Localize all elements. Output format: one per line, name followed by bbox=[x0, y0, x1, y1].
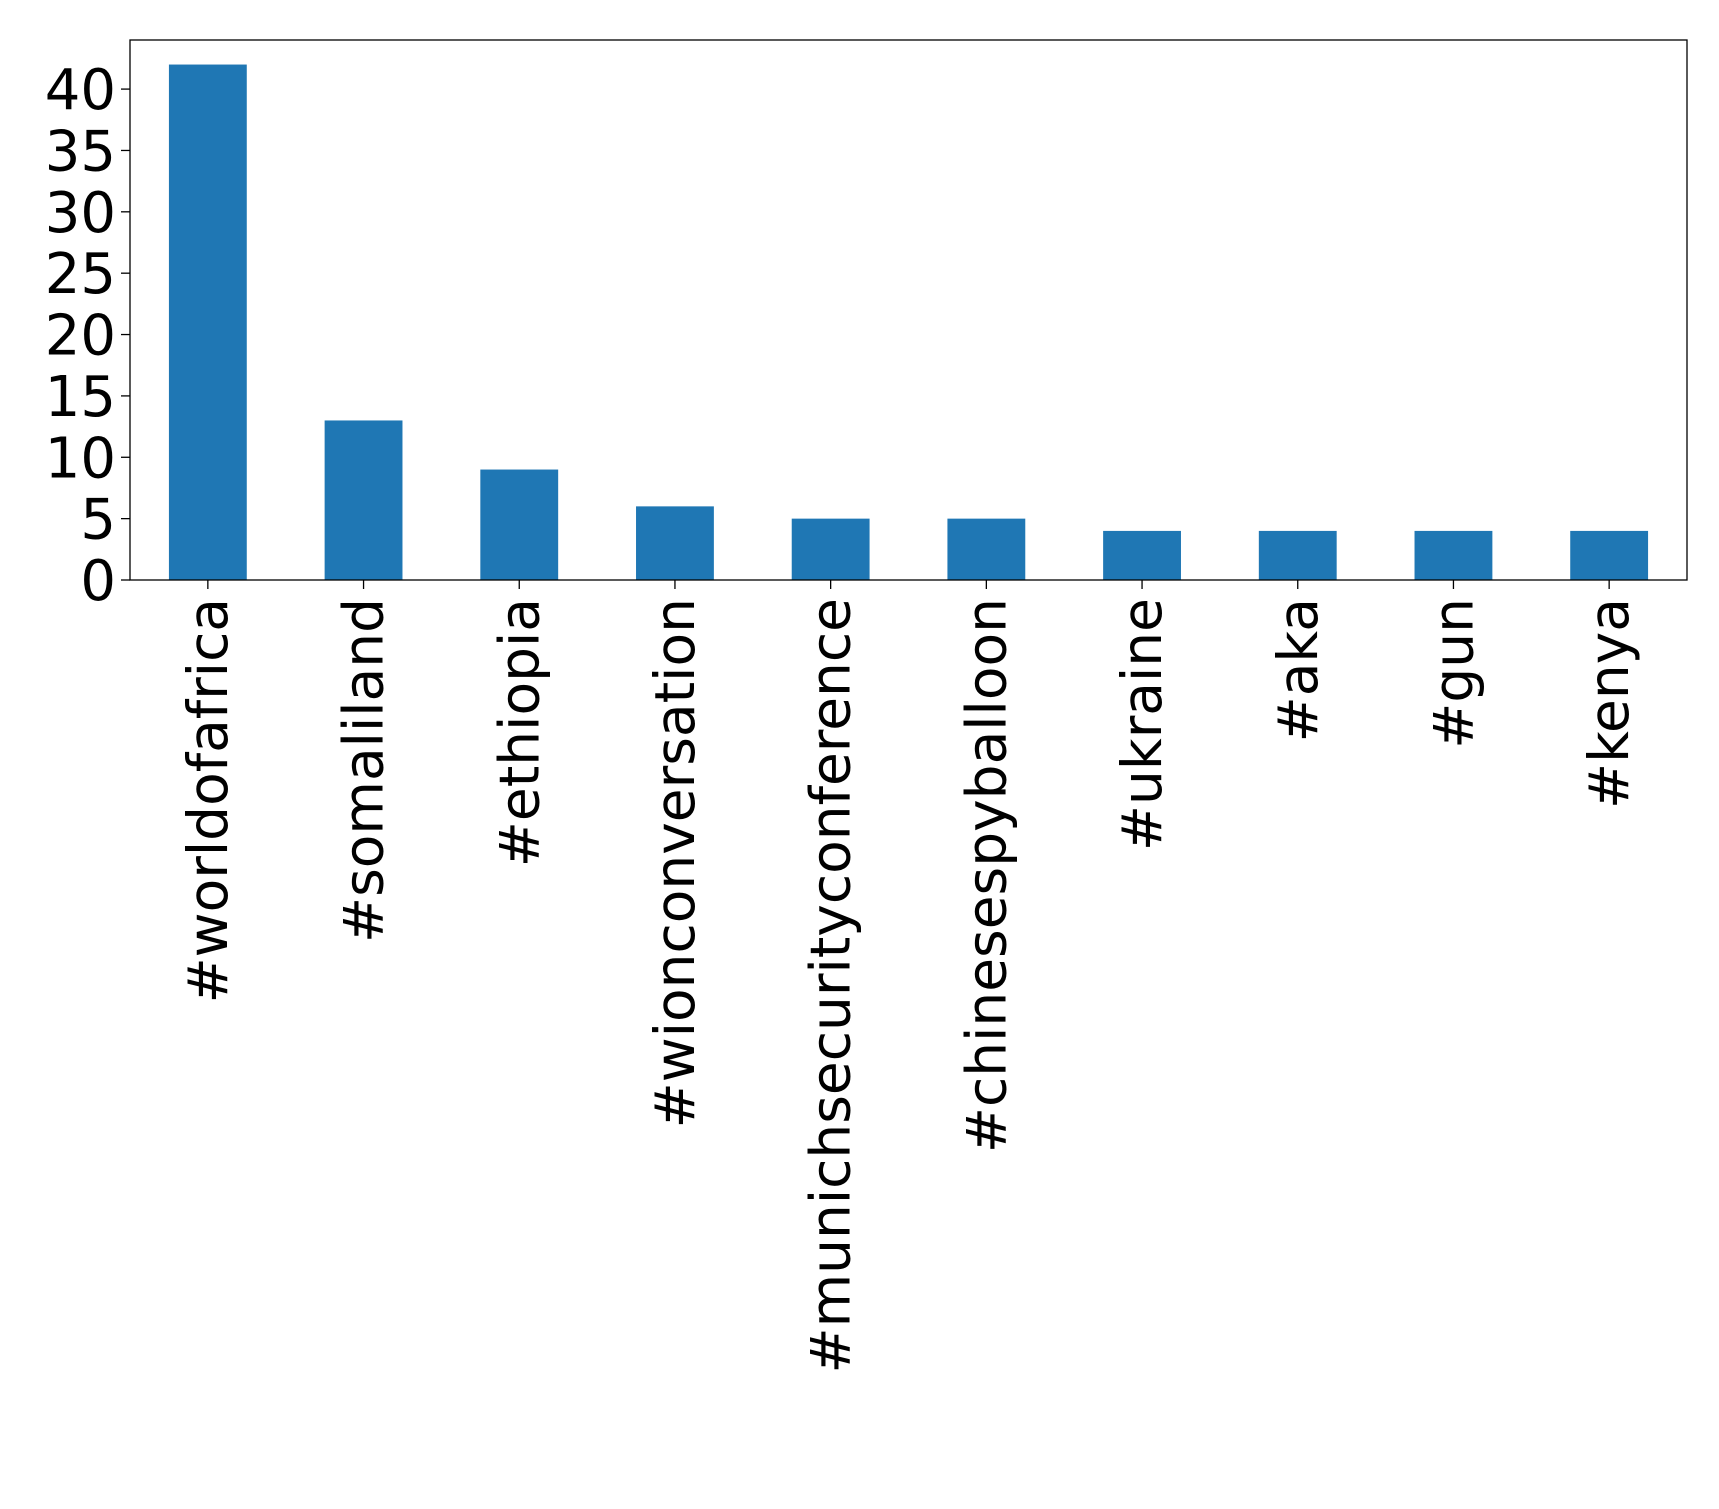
bar bbox=[480, 469, 559, 580]
x-tick-label: #gun bbox=[1421, 598, 1485, 749]
x-tick-label: #munichsecurityconference bbox=[799, 598, 863, 1373]
bar bbox=[1414, 530, 1493, 580]
bar bbox=[1103, 530, 1181, 580]
bars-group bbox=[168, 64, 1649, 580]
x-tick-label: #aka bbox=[1266, 598, 1330, 742]
y-tick-label: 0 bbox=[80, 549, 116, 614]
bar bbox=[791, 518, 870, 580]
y-tick-label: 15 bbox=[45, 365, 116, 430]
bar bbox=[168, 64, 247, 580]
x-tick-label: #wionconversation bbox=[643, 598, 707, 1128]
x-tick-label: #somaliland bbox=[332, 598, 396, 943]
bar bbox=[636, 506, 714, 580]
bar bbox=[947, 518, 1026, 580]
bar bbox=[1258, 530, 1337, 580]
x-axis: #worldofafrica #somaliland #ethiopia #wionc… bbox=[176, 580, 1641, 1373]
x-tick-label: #worldofafrica bbox=[176, 598, 240, 1003]
y-tick-label: 25 bbox=[45, 242, 116, 307]
x-tick-label: #ukraine bbox=[1110, 598, 1174, 851]
x-tick-label: #ethiopia bbox=[487, 598, 551, 867]
x-tick-label: #kenya bbox=[1577, 598, 1641, 809]
y-tick-label: 20 bbox=[45, 304, 116, 369]
y-tick-label: 40 bbox=[45, 58, 116, 123]
bar bbox=[324, 420, 403, 580]
y-tick-label: 30 bbox=[45, 181, 116, 246]
x-tick-label: #chinesespyballoon bbox=[954, 598, 1018, 1153]
bar bbox=[1570, 530, 1649, 580]
y-tick-label: 5 bbox=[80, 488, 116, 553]
y-tick-label: 35 bbox=[45, 119, 116, 184]
plot-frame bbox=[129, 39, 1688, 581]
y-tick-label: 10 bbox=[45, 426, 116, 491]
